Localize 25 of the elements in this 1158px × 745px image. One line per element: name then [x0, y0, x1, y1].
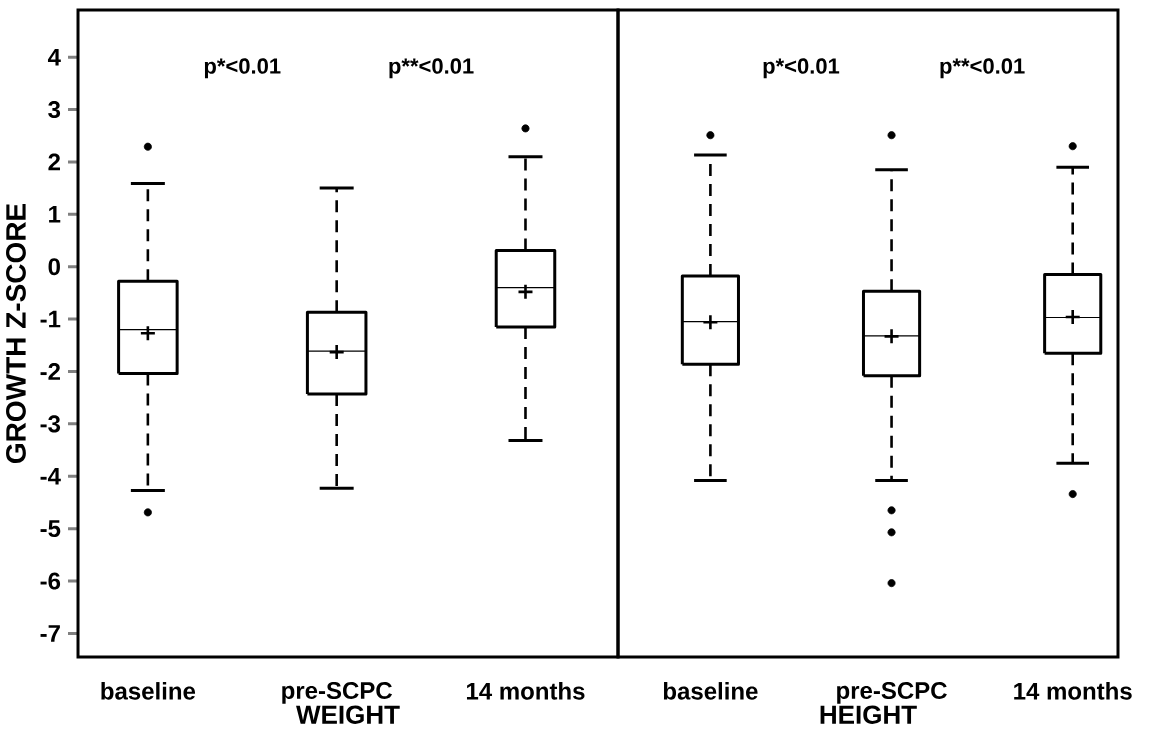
y-tick-label: 3 [48, 101, 61, 119]
x-tick-label: pre-SCPC [282, 682, 393, 704]
x-axis-title: HEIGHT [820, 705, 917, 724]
y-tick-label: 4 [47, 48, 61, 66]
y-tick-label: -5 [40, 520, 61, 537]
annotation: p*<0.01 [204, 58, 281, 79]
x-tick-label: baseline [101, 682, 196, 700]
y-tick-label: -1 [40, 310, 61, 328]
x-tick-label: pre-SCPC [837, 682, 947, 704]
y-tick-label: 2 [48, 153, 60, 171]
y-tick-label: -4 [40, 468, 61, 485]
y-tick-label: -3 [40, 415, 61, 433]
x-tick-label: 14 months [466, 682, 585, 700]
y-tick-label: 1 [49, 206, 61, 223]
annotation: p**<0.01 [389, 58, 474, 79]
annotation: p*<0.01 [763, 58, 840, 79]
y-tick-label: 0 [48, 258, 60, 276]
y-tick-label: -2 [40, 363, 60, 380]
x-tick-label: 14 months [1014, 682, 1132, 700]
x-tick-label: baseline [663, 682, 758, 700]
annotation: p**<0.01 [940, 58, 1025, 79]
y-tick-label: -6 [40, 572, 61, 590]
x-axis-title: WEIGHT [296, 705, 400, 724]
y-tick-label: -7 [40, 625, 60, 642]
y-axis-title: GROWTH Z-SCORE [6, 203, 26, 463]
